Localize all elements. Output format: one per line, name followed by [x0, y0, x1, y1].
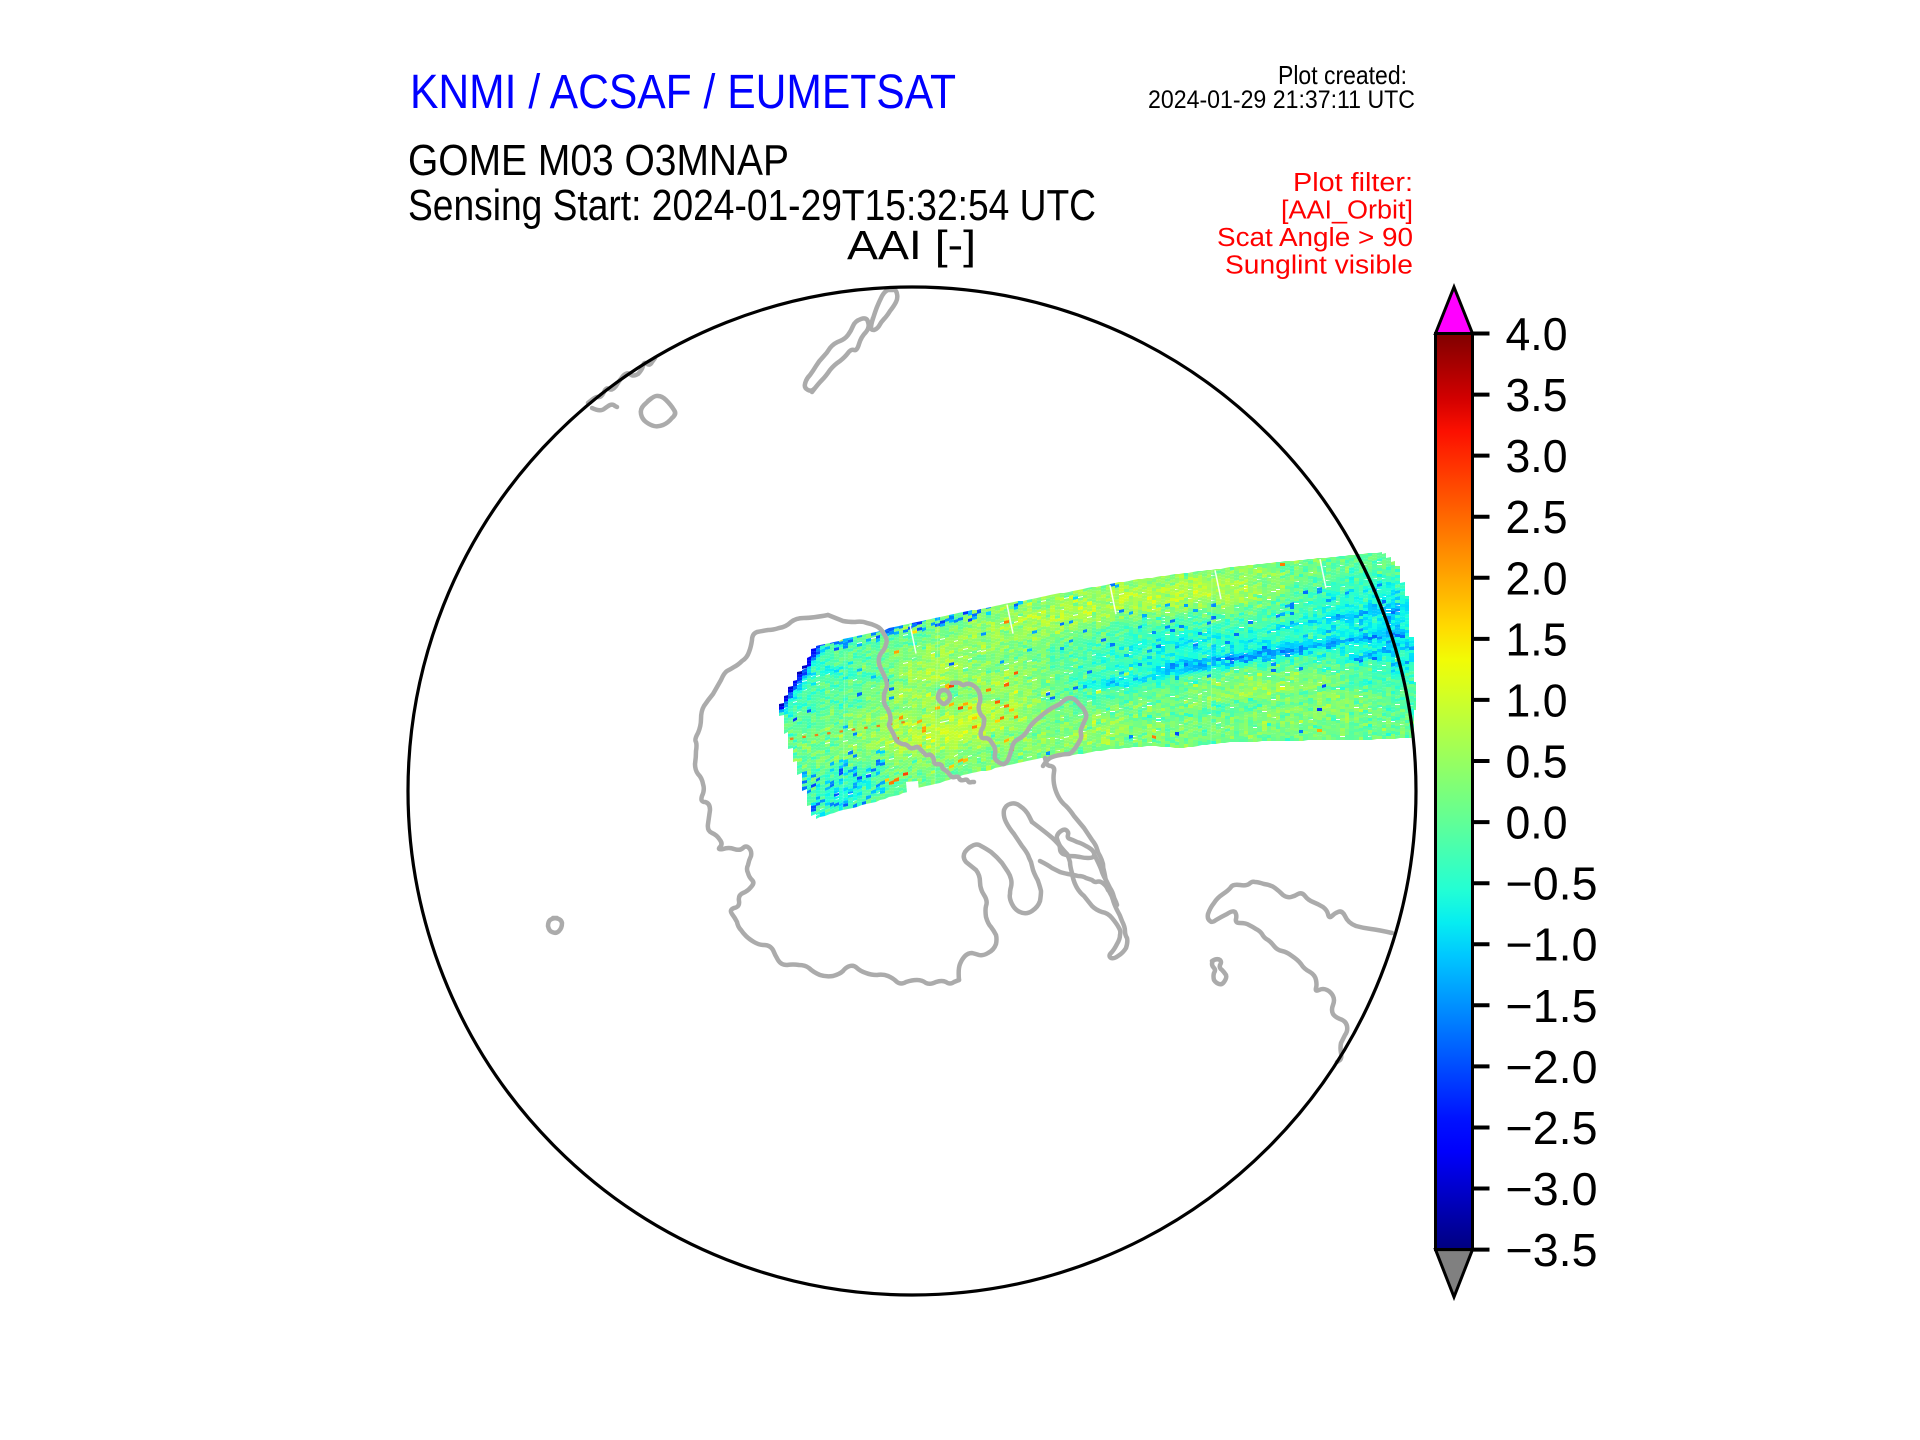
svg-text:Sensing Start: 2024-01-29T15:3: Sensing Start: 2024-01-29T15:32:54 UTC [408, 182, 1096, 230]
svg-text:[AAI_Orbit]: [AAI_Orbit] [1281, 197, 1413, 225]
svg-text:4.0: 4.0 [1506, 308, 1568, 360]
svg-text:0.5: 0.5 [1506, 736, 1568, 788]
svg-text:2.0: 2.0 [1506, 552, 1568, 604]
svg-text:2024-01-29 21:37:11 UTC: 2024-01-29 21:37:11 UTC [1148, 86, 1415, 114]
svg-text:−1.5: −1.5 [1506, 980, 1598, 1032]
svg-text:Plot created:: Plot created: [1278, 60, 1407, 90]
svg-text:−3.5: −3.5 [1506, 1224, 1598, 1276]
svg-text:0.0: 0.0 [1506, 797, 1568, 849]
svg-text:Scat Angle > 90: Scat Angle > 90 [1217, 224, 1413, 252]
svg-text:Sunglint visible: Sunglint visible [1225, 252, 1413, 280]
svg-text:AAI [-]: AAI [-] [847, 222, 976, 268]
svg-text:GOME M03 O3MNAP: GOME M03 O3MNAP [408, 137, 789, 185]
svg-text:−0.5: −0.5 [1506, 858, 1598, 910]
svg-text:1.5: 1.5 [1506, 613, 1568, 665]
svg-text:−1.0: −1.0 [1506, 919, 1598, 971]
svg-text:2.5: 2.5 [1506, 491, 1568, 543]
svg-text:KNMI / ACSAF / EUMETSAT: KNMI / ACSAF / EUMETSAT [410, 66, 956, 119]
svg-text:−3.0: −3.0 [1506, 1163, 1598, 1215]
svg-text:1.0: 1.0 [1506, 674, 1568, 726]
svg-text:−2.5: −2.5 [1506, 1102, 1598, 1154]
svg-text:3.0: 3.0 [1506, 430, 1568, 482]
svg-text:3.5: 3.5 [1506, 369, 1568, 421]
svg-text:−2.0: −2.0 [1506, 1041, 1598, 1093]
svg-text:Plot filter:: Plot filter: [1293, 169, 1413, 197]
